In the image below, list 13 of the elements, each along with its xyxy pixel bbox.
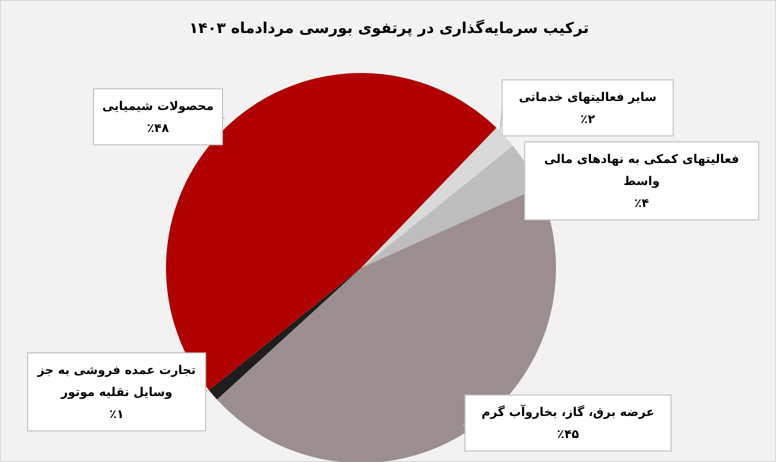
slice-label: سایر فعالیتهای خدماتی: [518, 90, 657, 104]
slice-label: محصولات شیمیایی: [102, 98, 214, 113]
data-label: ٪۴: [634, 196, 649, 210]
chart-title: ترکیب سرمایه‌گذاری در پرتفوی بورسی مردادماه ۱۴۰۳: [188, 19, 590, 37]
data-label: ٪۴۵: [557, 427, 579, 441]
data-label: ٪۴۸: [146, 120, 170, 135]
data-label: ٪۲: [580, 112, 596, 126]
pie-slice: [361, 128, 513, 268]
slice-label: فعالیتهای کمکی به نهادهای مالی واسط: [544, 152, 740, 188]
pie-slice: [209, 268, 361, 400]
slice-label: عرضه برق، گاز، بخاروآب گرم: [482, 404, 654, 419]
slice-label: تجارت عمده فروشی به جز وسایل نقلیه موتور: [36, 362, 196, 399]
data-label: ٪۱: [109, 406, 124, 421]
